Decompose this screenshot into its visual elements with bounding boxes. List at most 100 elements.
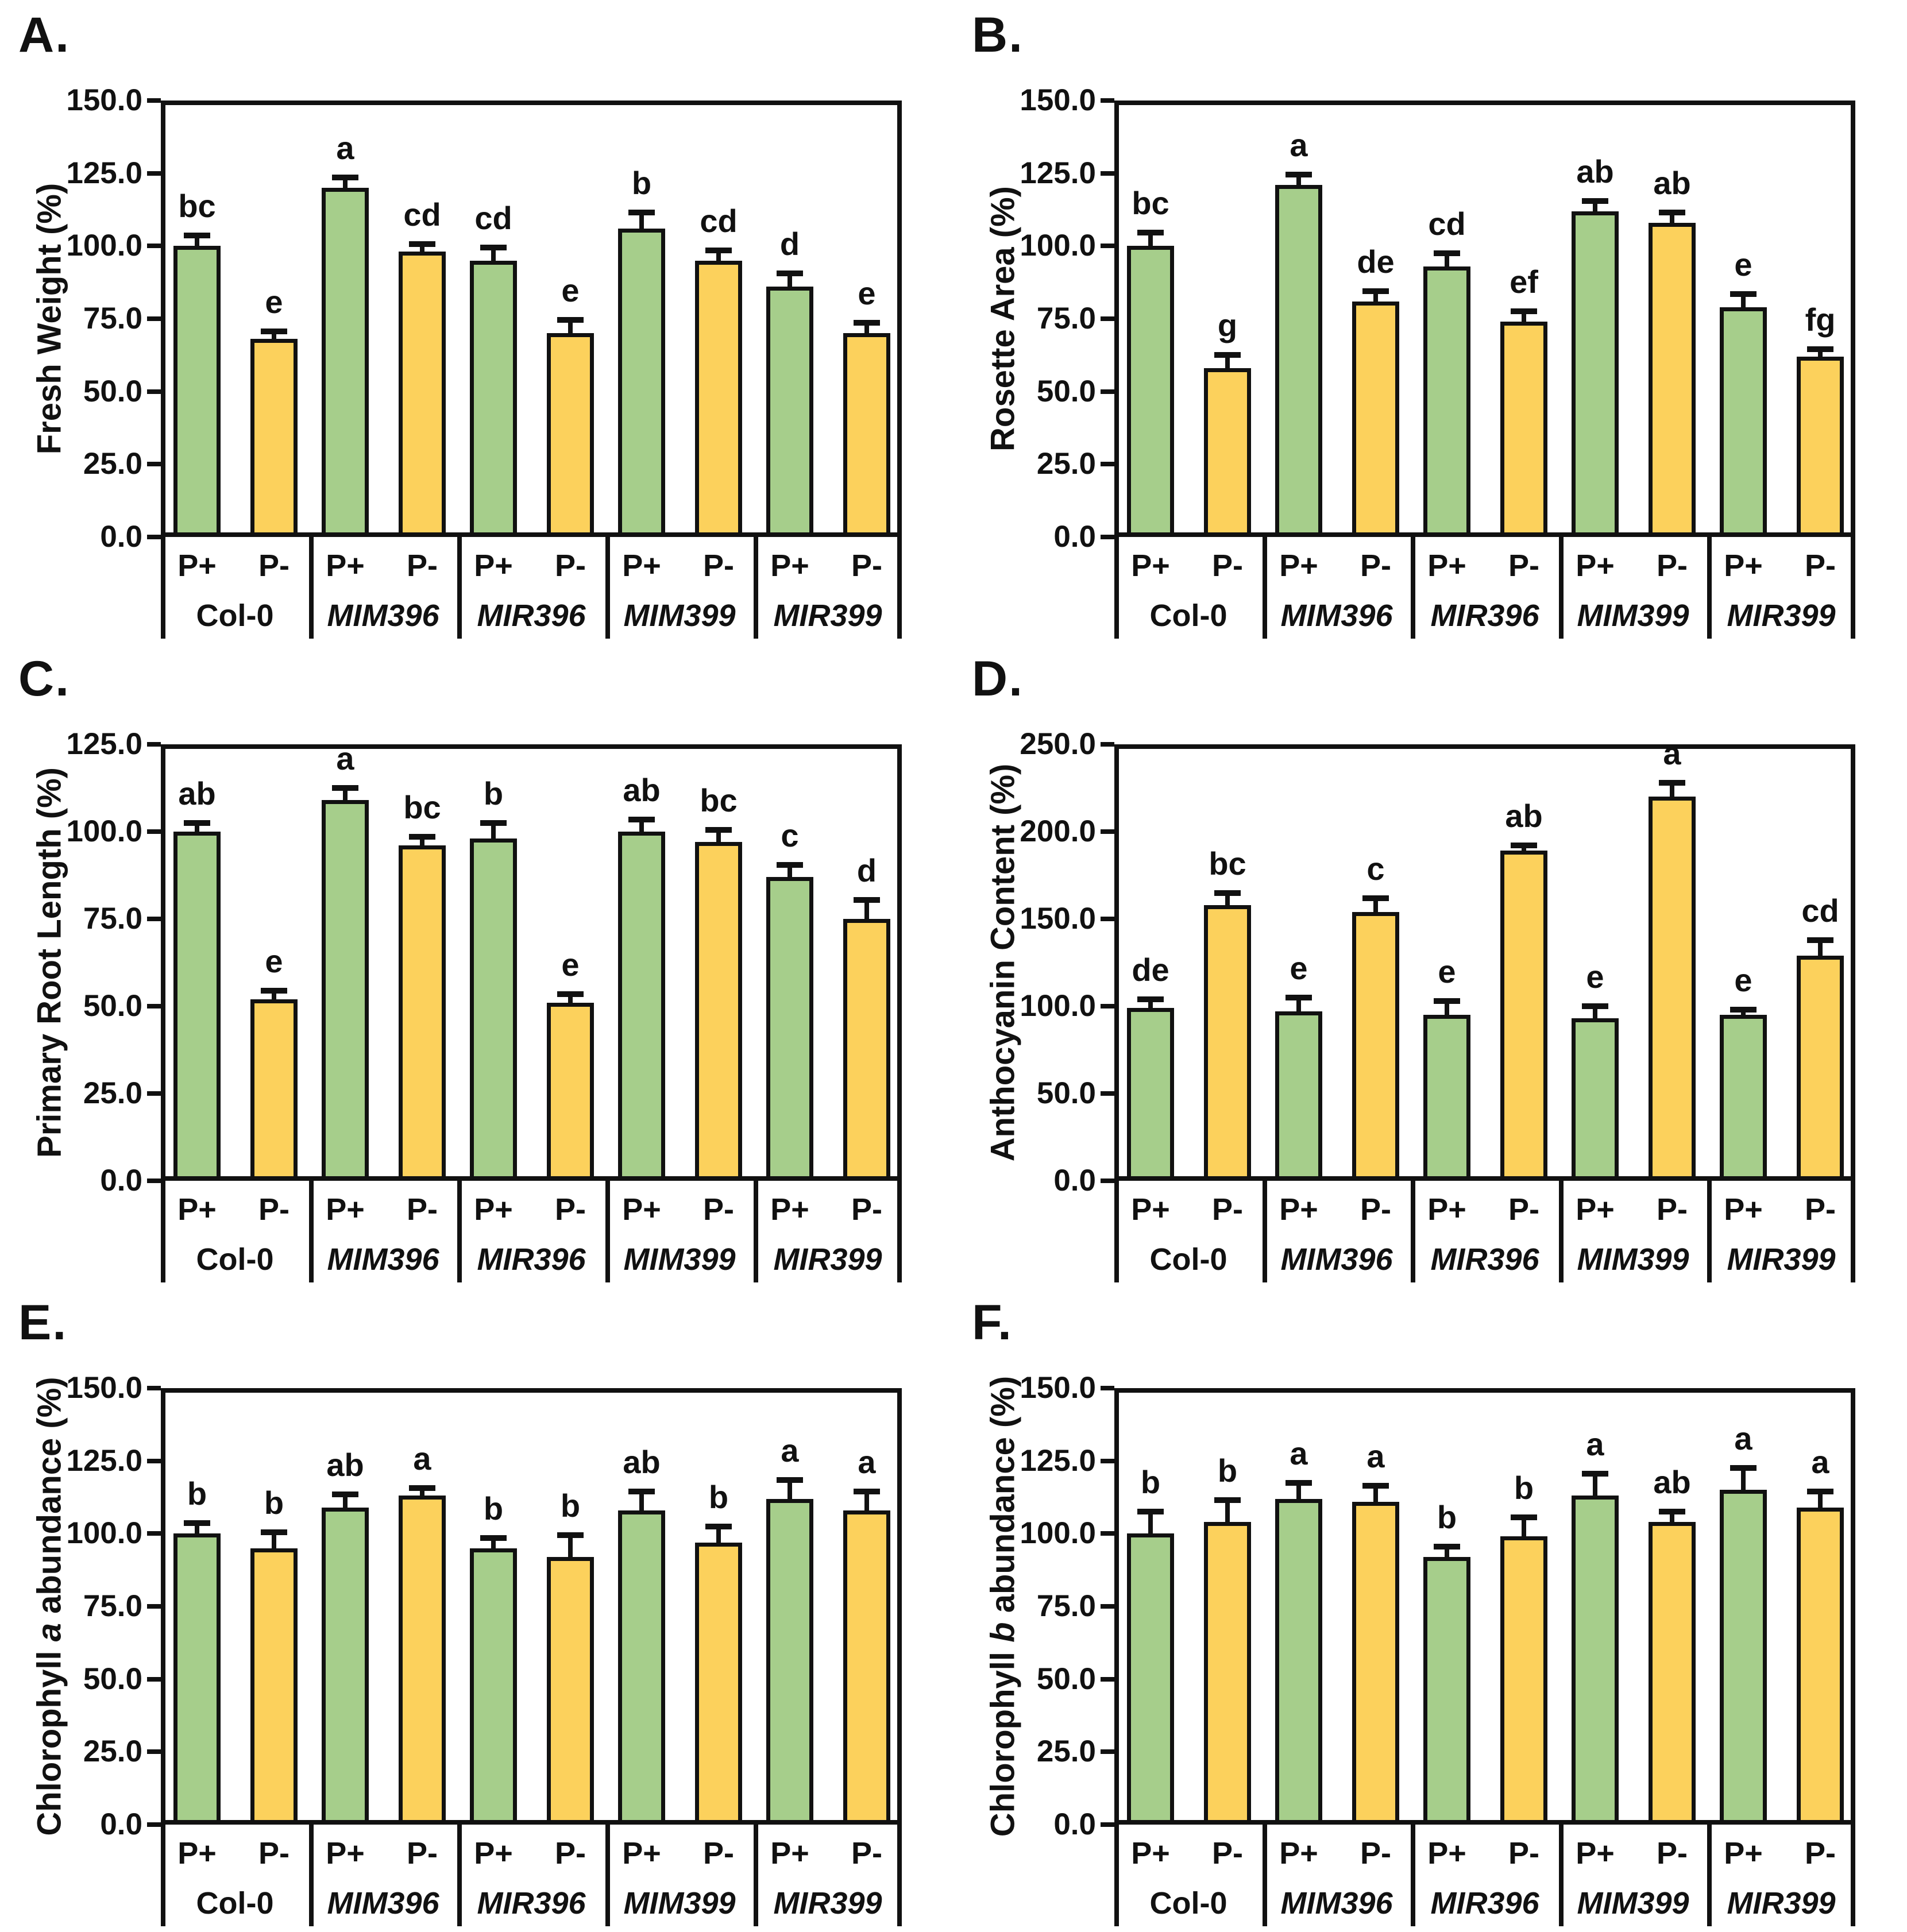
y-tick-label: 0.0 [100, 520, 142, 554]
significance-letter: a [1290, 127, 1308, 163]
group-separator [1114, 1825, 1119, 1926]
y-tick-label: 100.0 [1020, 989, 1096, 1023]
significance-letter: fg [1805, 302, 1836, 338]
plot-frame [161, 744, 902, 1181]
condition-label: P- [1805, 1836, 1836, 1871]
significance-letter: cd [403, 196, 441, 233]
group-separator [754, 1181, 758, 1282]
significance-letter: ab [326, 1447, 364, 1483]
error-bar-stem [1818, 942, 1823, 956]
error-bar-cap [1214, 352, 1241, 358]
significance-letter: ab [1653, 165, 1691, 201]
group-separator [1559, 1825, 1564, 1926]
error-bar-stem [639, 821, 644, 832]
error-bar-cap [854, 1489, 880, 1494]
error-bar-cap [557, 991, 584, 997]
significance-letter: cd [1801, 892, 1839, 929]
group-separator [754, 1825, 758, 1926]
y-tick-mark [1101, 389, 1114, 394]
bar [1352, 912, 1399, 1181]
bar [1423, 1557, 1470, 1825]
bar [1500, 1536, 1547, 1825]
condition-label: P- [1657, 1836, 1688, 1871]
genotype-label: Col-0 [1149, 1886, 1227, 1921]
y-tick-mark [147, 1458, 161, 1463]
bar [173, 246, 221, 537]
genotype-label: MIR396 [1430, 1242, 1539, 1277]
bar [322, 188, 369, 537]
condition-label: P- [258, 1192, 289, 1227]
y-tick-label: 100.0 [66, 814, 142, 848]
plot-frame [1114, 1388, 1855, 1825]
error-bar-stem [1148, 234, 1153, 246]
panel-letter: D. [972, 651, 1024, 706]
y-tick-label: 50.0 [83, 374, 142, 408]
condition-label: P- [703, 1192, 734, 1227]
bar [322, 1508, 369, 1825]
y-tick-mark [1101, 1004, 1114, 1008]
significance-letter: cd [700, 203, 738, 239]
group-separator [161, 1825, 165, 1926]
y-tick-label: 25.0 [1036, 447, 1096, 481]
condition-label: P- [555, 1836, 586, 1871]
bar [843, 1510, 890, 1825]
significance-letter: bc [1132, 185, 1169, 221]
error-bar-cap [1434, 1544, 1460, 1550]
error-bar-stem [1296, 176, 1301, 185]
error-bar-stem [787, 1482, 792, 1499]
condition-label: P- [1508, 548, 1539, 583]
bar [1127, 246, 1174, 537]
error-bar-cap [1730, 1007, 1757, 1013]
error-bar-cap [1362, 1483, 1389, 1489]
error-bar-stem [420, 839, 424, 845]
significance-letter: e [265, 284, 283, 320]
error-bar-stem [343, 790, 348, 800]
error-bar-cap [1730, 291, 1757, 297]
error-bar-stem [491, 249, 496, 261]
error-bar-cap [409, 834, 435, 840]
error-bar-stem [1225, 1502, 1230, 1522]
condition-label: P+ [622, 1836, 661, 1871]
y-tick-mark [147, 316, 161, 321]
y-tick-label: 125.0 [66, 727, 142, 761]
error-bar-stem [1741, 1011, 1746, 1015]
bar [1204, 1522, 1251, 1825]
bar [843, 919, 890, 1181]
condition-label: P- [555, 1192, 586, 1227]
condition-label: P- [1805, 1192, 1836, 1227]
group-separator [457, 537, 462, 639]
error-bar-cap [184, 233, 210, 238]
error-bar-stem [1593, 1475, 1597, 1496]
group-separator [1263, 1181, 1267, 1282]
error-bar-cap [557, 317, 584, 323]
y-tick-label: 0.0 [100, 1807, 142, 1841]
y-tick-label: 150.0 [1020, 83, 1096, 117]
plot-frame [161, 1388, 902, 1825]
condition-label: P- [1212, 1836, 1243, 1871]
condition-label: P+ [177, 1836, 217, 1871]
condition-label: P+ [177, 1192, 217, 1227]
y-tick-label: 75.0 [83, 1589, 142, 1623]
panel-e: E. Chlorophyll a abundance (%) 0.0 25.0 50.… [0, 1288, 954, 1932]
bar [766, 1499, 813, 1825]
error-bar-cap [705, 248, 732, 253]
genotype-label: MIM396 [327, 598, 439, 633]
error-bar-stem [272, 333, 276, 339]
panel-letter: F. [972, 1295, 1013, 1350]
genotype-label: Col-0 [196, 1886, 274, 1921]
significance-letter: ab [623, 772, 661, 808]
bar [1572, 1018, 1619, 1181]
genotype-label: Col-0 [1149, 1242, 1227, 1277]
y-tick-label: 50.0 [83, 989, 142, 1023]
y-tick-label: 125.0 [1020, 1443, 1096, 1478]
bars-layer: ab a b ab c e bc e bc d [161, 740, 902, 1181]
bar [1127, 1533, 1174, 1825]
significance-letter: e [1734, 962, 1752, 998]
bar [695, 261, 742, 537]
error-bar-stem [1522, 313, 1526, 322]
panel-f: F. Chlorophyll b abundance (%) 0.0 25.0 50.… [954, 1288, 1907, 1932]
plot-frame [1114, 744, 1855, 1181]
significance-letter: de [1357, 244, 1395, 280]
bar [766, 877, 813, 1181]
significance-letter: a [1663, 735, 1681, 771]
